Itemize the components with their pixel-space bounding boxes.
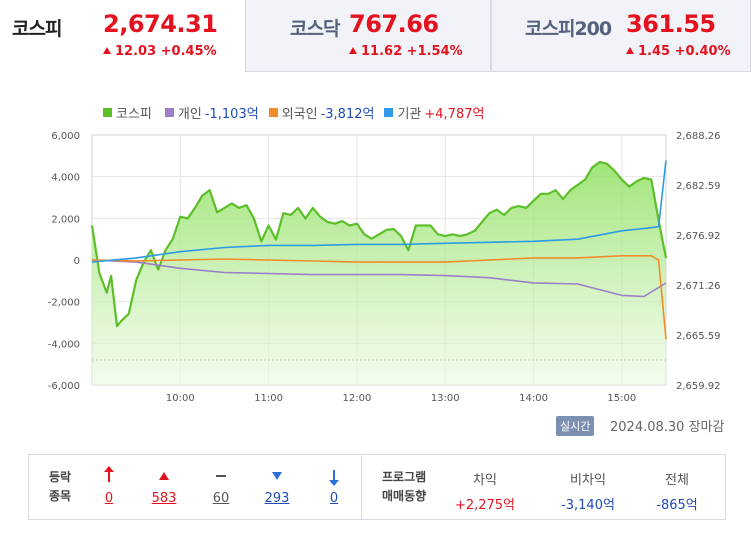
y-left-tick-label: 6,000 xyxy=(51,131,80,142)
breadth-lower-limit[interactable]: 0 xyxy=(324,467,344,506)
program-label: 전체 xyxy=(665,473,689,488)
program-arbitrage: 차익 +2,275억 xyxy=(450,469,520,513)
tab-name: 코스피 xyxy=(12,18,62,40)
legend-item-individual[interactable]: 개인 -1,103억 xyxy=(164,103,259,122)
upper-limit-arrow-icon xyxy=(104,466,114,482)
legend-value: -3,812억 xyxy=(320,107,375,122)
x-axis: 10:00 11:00 12:00 13:00 14:00 15:00 xyxy=(166,393,636,404)
x-tick-label: 13:00 xyxy=(431,393,460,404)
x-tick-label: 12:00 xyxy=(343,393,372,404)
y-left-tick-label: -2,000 xyxy=(48,298,80,309)
legend-item-foreign[interactable]: 외국인 -3,812억 xyxy=(268,103,375,122)
intraday-chart: 6,000 4,000 2,000 0 -2,000 -4,000 -6,000 2,688… xyxy=(48,131,721,404)
x-tick-label: 10:00 xyxy=(166,393,195,404)
program-label: 비차익 xyxy=(570,473,606,488)
chart-legend: 코스피 개인 -1,103억 외국인 -3,812억 기관 +4,787억 xyxy=(103,103,484,122)
y-right-tick-label: 2,665.59 xyxy=(676,331,721,342)
breadth-up[interactable]: 583 xyxy=(149,467,179,506)
series-lines xyxy=(90,160,668,340)
tab-name: 코스피200 xyxy=(525,18,612,40)
index-tabs: 코스피 2,674.31 12.03 +0.45% 코스닥 767.66 11.… xyxy=(0,0,751,72)
market-breadth-panel: 등락 종목 0 583 60 293 0 xyxy=(28,454,362,520)
down-triangle-icon xyxy=(272,472,282,480)
series-line-2 xyxy=(91,255,667,340)
legend-item-institution[interactable]: 기관 +4,787억 xyxy=(384,103,484,122)
kospi-area xyxy=(92,162,666,385)
tab-kospi[interactable]: 코스피 2,674.31 12.03 +0.45% xyxy=(0,0,245,72)
y-left-tick-label: 0 xyxy=(74,256,80,267)
tab-value: 767.66 xyxy=(349,10,439,38)
breadth-title: 등락 종목 xyxy=(49,470,72,503)
realtime-badge[interactable]: 실시간 xyxy=(556,416,595,436)
tab-kospi200[interactable]: 코스피200 361.55 1.45 +0.40% xyxy=(491,0,751,72)
legend-swatch xyxy=(268,108,278,117)
tab-name: 코스닥 xyxy=(290,18,340,40)
lower-limit-arrow-icon xyxy=(329,470,339,486)
tab-change: 12.03 +0.45% xyxy=(103,44,217,59)
x-tick-label: 15:00 xyxy=(607,393,636,404)
tab-change: 11.62 +1.54% xyxy=(349,44,463,59)
breadth-down[interactable]: 293 xyxy=(262,467,292,506)
up-triangle-icon xyxy=(103,47,111,54)
y-left-tick-label: -6,000 xyxy=(48,381,80,392)
y-left-tick-label: 4,000 xyxy=(51,173,80,184)
x-tick-label: 11:00 xyxy=(254,393,283,404)
program-total: 전체 -865억 xyxy=(642,469,712,513)
flat-dash-icon xyxy=(216,475,226,477)
tab-change: 1.45 +0.40% xyxy=(626,44,731,59)
breadth-flat[interactable]: 60 xyxy=(207,467,235,506)
y-right-tick-label: 2,671.26 xyxy=(676,281,721,292)
legend-value: -1,103억 xyxy=(204,107,259,122)
y-left-tick-label: 2,000 xyxy=(51,214,80,225)
series-line-0 xyxy=(90,160,668,328)
tab-value: 361.55 xyxy=(626,10,716,38)
y-right-tick-label: 2,659.92 xyxy=(676,381,721,392)
legend-name: 기관 xyxy=(397,107,422,122)
program-title: 프로그램 매매동향 xyxy=(382,470,427,503)
series-line-3 xyxy=(91,160,667,263)
y-axis-left: 6,000 4,000 2,000 0 -2,000 -4,000 -6,000 xyxy=(48,131,80,392)
y-right-tick-label: 2,676.92 xyxy=(676,231,721,242)
y-axis-right: 2,688.26 2,682.59 2,676.92 2,671.26 2,665.59… xyxy=(676,131,721,392)
legend-value: +4,787억 xyxy=(424,107,485,122)
legend-swatch xyxy=(384,108,394,117)
breadth-count[interactable]: 60 xyxy=(212,491,230,506)
legend-item-kospi[interactable]: 코스피 xyxy=(103,103,155,122)
program-value: -3,140억 xyxy=(561,498,615,513)
program-label: 차익 xyxy=(473,473,497,488)
up-triangle-icon xyxy=(349,47,357,54)
legend-swatch xyxy=(103,108,112,117)
up-triangle-icon xyxy=(626,47,634,54)
legend-name: 개인 xyxy=(177,107,202,122)
breadth-count[interactable]: 293 xyxy=(264,491,290,506)
series-area xyxy=(92,162,666,385)
program-value: -865억 xyxy=(656,498,698,513)
program-trading-panel: 프로그램 매매동향 차익 +2,275억 비차익 -3,140억 전체 -865억 xyxy=(362,454,726,520)
breadth-upper-limit[interactable]: 0 xyxy=(99,466,119,506)
legend-swatch xyxy=(164,108,174,117)
tab-value: 2,674.31 xyxy=(103,10,218,38)
breadth-count[interactable]: 0 xyxy=(104,491,114,506)
legend-name: 코스피 xyxy=(116,107,152,122)
legend-name: 외국인 xyxy=(281,107,318,122)
program-non-arbitrage: 비차익 -3,140억 xyxy=(548,469,628,513)
y-right-tick-label: 2,688.26 xyxy=(676,131,721,142)
up-triangle-icon xyxy=(159,472,169,480)
series-line-1 xyxy=(91,259,667,298)
y-left-tick-label: -4,000 xyxy=(48,339,80,350)
tab-kosdaq[interactable]: 코스닥 767.66 11.62 +1.54% xyxy=(245,0,491,72)
program-value: +2,275억 xyxy=(454,498,516,513)
x-tick-label: 14:00 xyxy=(519,393,548,404)
breadth-count[interactable]: 583 xyxy=(151,491,177,506)
breadth-count[interactable]: 0 xyxy=(329,491,339,506)
market-date-status: 2024.08.30 장마감 xyxy=(610,420,725,435)
y-right-tick-label: 2,682.59 xyxy=(676,181,721,192)
